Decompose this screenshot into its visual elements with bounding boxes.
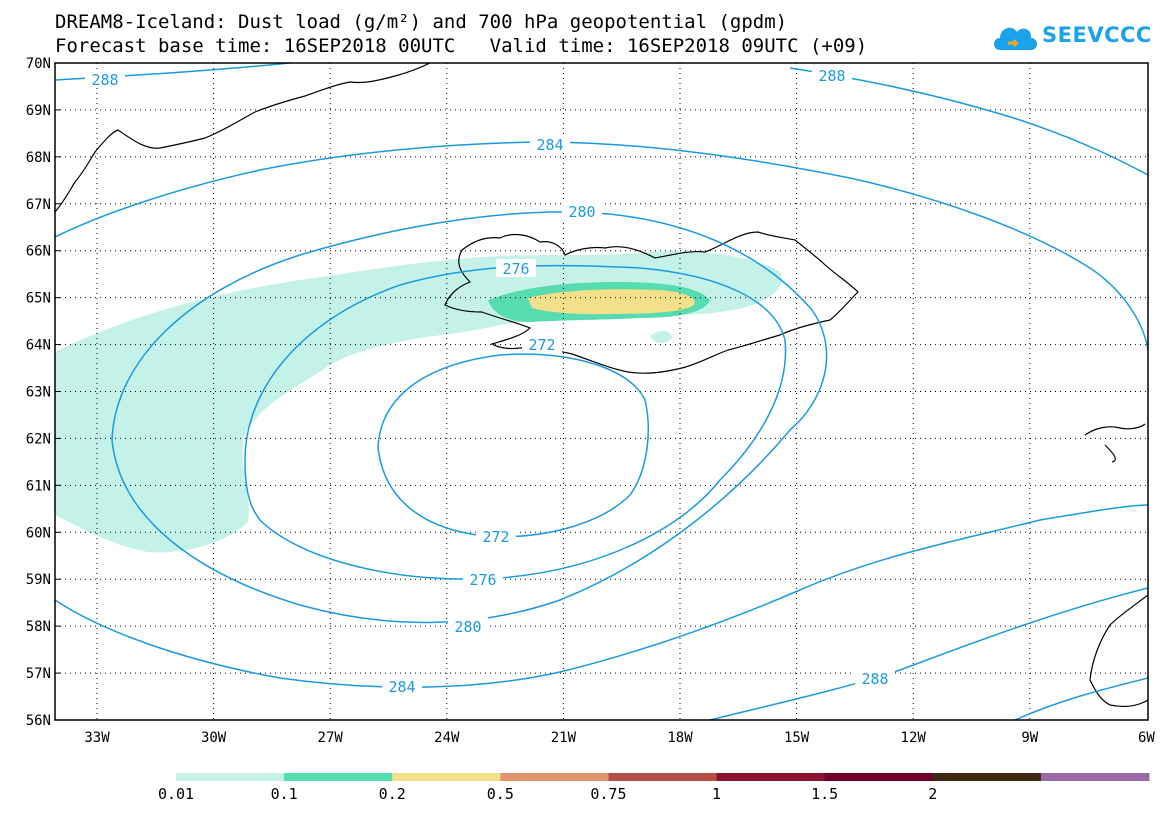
lat-label: 58N xyxy=(26,619,51,635)
lon-label: 27W xyxy=(318,730,344,746)
contour-288-se xyxy=(709,587,1148,720)
colorbar-label: 0.2 xyxy=(379,785,406,803)
contour-288-se2 xyxy=(1014,677,1148,720)
map-title: DREAM8-Iceland: Dust load (g/m²) and 700… xyxy=(55,11,788,33)
geopotential-contours xyxy=(55,63,1148,720)
lon-label: 9W xyxy=(1021,730,1038,746)
seevccc-logo: SEEVCCC xyxy=(990,18,1152,58)
map-subtitle: Forecast base time: 16SEP2018 00UTC Vali… xyxy=(55,35,868,57)
colorbar-swatch xyxy=(824,773,934,781)
lon-label: 18W xyxy=(667,730,693,746)
coastlines xyxy=(55,63,1148,707)
contour-label: 280 xyxy=(568,203,595,221)
lon-label: 33W xyxy=(84,730,110,746)
lon-label: 24W xyxy=(434,730,460,746)
contour-284 xyxy=(55,141,1148,351)
cloud-icon xyxy=(994,27,1037,50)
contour-label: 284 xyxy=(536,136,563,154)
dust-shading xyxy=(55,251,782,553)
colorbar-swatch xyxy=(932,773,1042,781)
contour-label: 284 xyxy=(388,678,415,696)
lat-label: 56N xyxy=(26,713,51,729)
lat-label: 70N xyxy=(26,56,51,72)
contour-label: 280 xyxy=(454,618,481,636)
colorbar-label: 0.5 xyxy=(487,785,514,803)
dust-area-low xyxy=(55,251,782,553)
colorbar-swatch xyxy=(1040,773,1150,781)
lat-label: 64N xyxy=(26,338,51,354)
scotland-coast xyxy=(1089,594,1148,707)
lat-label: 66N xyxy=(26,244,51,260)
lon-label: 15W xyxy=(784,730,810,746)
contour-280 xyxy=(111,211,828,624)
contour-288-north xyxy=(55,63,291,81)
contour-284-south xyxy=(55,504,1148,688)
contour-label: 272 xyxy=(482,528,509,546)
contour-276 xyxy=(244,264,787,580)
lat-label: 69N xyxy=(26,103,51,119)
colorbar-label: 0.1 xyxy=(271,785,298,803)
colorbar-swatch xyxy=(608,773,718,781)
contour-288-ne xyxy=(789,67,1148,176)
colorbar-swatch xyxy=(716,773,826,781)
lat-label: 67N xyxy=(26,197,51,213)
contour-label: 276 xyxy=(469,571,496,589)
map-frame xyxy=(54,62,1149,721)
lat-label: 59N xyxy=(26,572,51,588)
contour-label: 288 xyxy=(91,71,118,89)
iceland-coast xyxy=(444,231,859,374)
contour-label: 276 xyxy=(502,260,529,278)
lat-label: 61N xyxy=(26,478,51,494)
lon-label: 21W xyxy=(551,730,577,746)
contour-label: 288 xyxy=(861,670,888,688)
lon-label: 6W xyxy=(1138,730,1155,746)
lon-label: 30W xyxy=(201,730,227,746)
lat-label: 63N xyxy=(26,385,51,401)
graticule xyxy=(55,63,1148,720)
colorbar-swatch xyxy=(500,773,609,781)
colorbar: 0.01 0.1 0.2 0.5 0.75 1 1.5 2 xyxy=(158,773,1150,803)
lat-label: 68N xyxy=(26,150,51,166)
greenland-coast xyxy=(55,63,431,213)
lat-label: 65N xyxy=(26,291,51,307)
contour-label: 288 xyxy=(818,67,845,85)
colorbar-label: 0.01 xyxy=(158,785,194,803)
colorbar-label: 0.75 xyxy=(590,785,626,803)
faroe-islands xyxy=(1084,423,1146,463)
colorbar-swatch xyxy=(176,773,285,781)
lat-label: 62N xyxy=(26,431,51,447)
contour-272 xyxy=(377,353,649,538)
logo-text: SEEVCCC xyxy=(1042,23,1152,47)
colorbar-swatch xyxy=(392,773,501,781)
lat-label: 60N xyxy=(26,525,51,541)
colorbar-label: 1.5 xyxy=(811,785,838,803)
colorbar-label: 2 xyxy=(928,785,937,803)
lat-label: 57N xyxy=(26,666,51,682)
colorbar-swatch xyxy=(284,773,393,781)
lon-label: 12W xyxy=(901,730,927,746)
dust-area-high xyxy=(528,289,695,315)
colorbar-label: 1 xyxy=(712,785,721,803)
contour-label: 272 xyxy=(528,336,555,354)
